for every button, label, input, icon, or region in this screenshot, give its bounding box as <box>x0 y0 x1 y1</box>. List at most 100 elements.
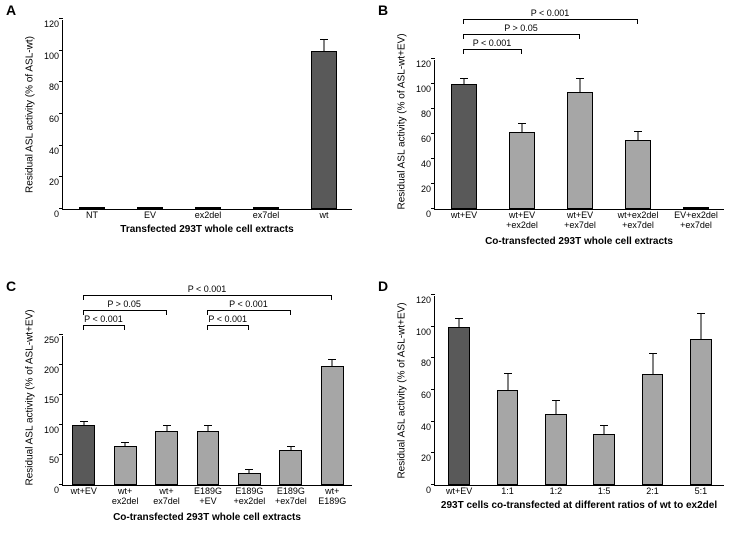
sig-label: P < 0.001 <box>473 38 512 48</box>
error-cap <box>634 131 642 132</box>
error-bar <box>580 79 581 92</box>
sig-bracket <box>207 325 248 326</box>
y-tick-mark <box>59 81 63 82</box>
x-tick-label: E189G+ex7del <box>270 485 311 507</box>
sig-bracket <box>207 310 290 311</box>
bar <box>448 327 470 485</box>
y-axis-label: Residual ASL activity (% of ASL-wt+EV) <box>397 296 408 486</box>
y-tick: 60 <box>421 390 435 400</box>
y-tick: 80 <box>421 358 435 368</box>
sig-label: P > 0.05 <box>504 23 538 33</box>
plot-area: 020406080100120wt+EVwt+EV+ex2delwt+EV+ex… <box>434 60 724 210</box>
sig-label: P < 0.001 <box>84 314 123 324</box>
bar <box>509 132 535 210</box>
error-cap <box>320 39 328 40</box>
y-tick-mark <box>431 58 435 59</box>
error-bar <box>604 426 605 434</box>
y-tick: 250 <box>44 335 63 345</box>
sig-bracket <box>463 19 637 20</box>
bar <box>279 450 302 485</box>
y-tick: 20 <box>421 453 435 463</box>
error-cap <box>328 359 336 360</box>
x-tick-label: E189G+ex2del <box>229 485 270 507</box>
x-tick-label: wt+ex2del <box>104 485 145 507</box>
plot-area: 020406080100120wt+EV1:11:21:52:15:1 <box>434 296 724 486</box>
x-tick-label: wt+ex2del+ex7del <box>609 209 667 231</box>
y-tick: 50 <box>49 455 63 465</box>
plot-area: 020406080100120NTEVex2delex7delwt <box>62 20 352 210</box>
bar <box>593 434 615 485</box>
error-cap <box>576 78 584 79</box>
sig-label: P < 0.001 <box>531 8 570 18</box>
y-tick: 100 <box>44 425 63 435</box>
y-tick-mark <box>431 108 435 109</box>
y-tick-mark <box>431 452 435 453</box>
error-cap <box>80 421 88 422</box>
x-tick-label: 5:1 <box>677 485 725 497</box>
x-axis-label: Co-transfected 293T whole cell extracts <box>434 236 724 247</box>
x-tick-label: wt+ex7del <box>146 485 187 507</box>
y-axis-label: Residual ASL activity (% of ASL-wt+EV) <box>397 60 408 210</box>
error-bar <box>638 132 639 141</box>
y-tick-mark <box>431 133 435 134</box>
bar <box>497 390 519 485</box>
y-tick: 40 <box>421 159 435 169</box>
y-tick: 60 <box>49 114 63 124</box>
x-tick-label: wt+EV <box>435 485 483 497</box>
bar <box>155 431 178 485</box>
x-tick-label: wt <box>295 209 353 221</box>
error-cap <box>518 123 526 124</box>
x-axis-label: 293T cells co-transfected at different r… <box>434 500 724 511</box>
y-tick: 100 <box>44 51 63 61</box>
y-tick: 0 <box>54 209 63 219</box>
bar <box>451 84 477 209</box>
sig-bracket <box>463 49 521 50</box>
sig-label: P < 0.001 <box>208 314 247 324</box>
y-tick-mark <box>59 113 63 114</box>
error-cap <box>697 313 705 314</box>
error-bar <box>208 426 209 431</box>
y-tick-mark <box>431 326 435 327</box>
x-tick-label: E189G+EV <box>187 485 228 507</box>
y-tick: 20 <box>421 184 435 194</box>
x-tick-label: 1:1 <box>483 485 531 497</box>
y-tick-mark <box>59 424 63 425</box>
y-tick-mark <box>431 158 435 159</box>
x-tick-label: ex2del <box>179 209 237 221</box>
y-tick: 60 <box>421 134 435 144</box>
bar <box>567 92 593 210</box>
y-tick-mark <box>59 18 63 19</box>
error-cap <box>460 78 468 79</box>
panel-B: B020406080100120wt+EVwt+EV+ex2delwt+EV+e… <box>372 0 745 276</box>
bar <box>690 339 712 485</box>
error-bar <box>332 360 333 366</box>
bar <box>114 446 137 485</box>
plot-area: 050100150200250wt+EVwt+ex2delwt+ex7delE1… <box>62 336 352 486</box>
y-tick-mark <box>431 421 435 422</box>
y-tick: 120 <box>44 19 63 29</box>
error-bar <box>83 422 84 425</box>
panel-label: A <box>6 2 16 18</box>
error-cap <box>204 425 212 426</box>
x-tick-label: EV <box>121 209 179 221</box>
y-tick-mark <box>431 83 435 84</box>
x-axis-label: Transfected 293T whole cell extracts <box>62 224 352 235</box>
error-bar <box>507 374 508 390</box>
y-tick: 40 <box>421 422 435 432</box>
sig-label: P > 0.05 <box>107 299 141 309</box>
bar <box>625 140 651 209</box>
y-tick: 120 <box>416 295 435 305</box>
y-tick-mark <box>59 364 63 365</box>
y-tick-mark <box>431 389 435 390</box>
y-tick: 0 <box>426 485 435 495</box>
y-tick-mark <box>59 394 63 395</box>
x-tick-label: wt+EV+ex2del <box>493 209 551 231</box>
y-tick-mark <box>59 145 63 146</box>
bar <box>72 425 95 485</box>
y-tick-mark <box>431 357 435 358</box>
y-tick: 40 <box>49 146 63 156</box>
error-bar <box>166 426 167 431</box>
error-cap <box>649 353 657 354</box>
error-bar <box>700 314 701 339</box>
panel-label: D <box>378 278 388 294</box>
